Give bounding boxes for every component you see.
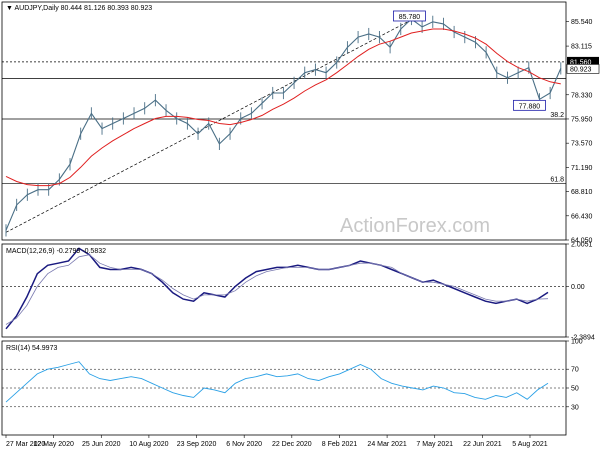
y-tick-label-price: 85.540	[571, 19, 593, 26]
x-tick-label: 5 Aug 2021	[512, 441, 548, 448]
x-tick-label: 7 May 2021	[416, 441, 453, 448]
panel-frame-macd	[1, 243, 567, 338]
y-tick-label-price: 73.570	[571, 141, 593, 148]
y-tick-label-price: 66.430	[571, 213, 593, 220]
x-tick-label: 23 Sep 2020	[177, 441, 217, 448]
price-header: ▼ AUDJPY,Daily 80.444 81.126 80.393 80.9…	[6, 5, 152, 12]
y-tick-label-macd: 0.00	[571, 284, 585, 291]
x-tick-label: 12 May 2020	[33, 441, 74, 448]
x-tick-label: 10 Aug 2020	[129, 441, 168, 448]
macd-signal-series	[5, 254, 549, 325]
watermark: ActionForex.com	[340, 215, 490, 237]
y-tick-label-price: 80.923	[570, 66, 592, 73]
trendline	[5, 19, 412, 233]
x-tick-label: 25 Jun 2020	[82, 441, 121, 448]
y-tick-label-price: 81.560	[570, 59, 592, 66]
y-tick-label-rsi: 70	[571, 367, 579, 374]
panel-frame-price	[1, 1, 567, 241]
y-tick-label-rsi: 30	[571, 404, 579, 411]
ema-series	[5, 28, 561, 187]
panel-frame-rsi	[1, 340, 567, 436]
x-tick-label: 22 Jun 2021	[463, 441, 502, 448]
y-tick-label-price: 68.810	[571, 189, 593, 196]
annotation-low: 77.880	[519, 103, 541, 110]
y-tick-label-price: 64.050	[571, 238, 593, 245]
macd-macd-series	[5, 247, 549, 330]
y-tick-label-rsi: 100	[571, 339, 583, 346]
x-tick-label: 8 Feb 2021	[322, 441, 358, 448]
y-tick-box	[567, 56, 599, 66]
x-tick-label: 22 Dec 2020	[272, 441, 312, 448]
macd-header: MACD(12,26,9) -0.2799 -0.5832	[6, 248, 106, 255]
x-tick-label: 27 Mar 2020	[6, 441, 45, 448]
fib-label-61: 61.8	[550, 177, 564, 184]
rsi-series	[5, 361, 549, 403]
y-tick-label-price: 83.115	[571, 44, 592, 51]
y-tick-label-price: 75.950	[571, 116, 593, 123]
y-tick-label-price: 78.330	[571, 92, 593, 99]
x-tick-label: 24 Mar 2021	[367, 441, 406, 448]
y-tick-label-rsi: 50	[571, 386, 579, 393]
y-tick-label-price: 71.190	[571, 165, 593, 172]
y-tick-box	[566, 64, 600, 74]
rsi-header: RSI(14) 54.9973	[6, 345, 57, 352]
annotation-box-high	[393, 10, 426, 22]
annotation-high: 85.780	[399, 14, 421, 21]
y-tick-label-macd: -2.3894	[571, 335, 595, 342]
x-tick-label: 6 Nov 2020	[226, 441, 262, 448]
fib-label-38: 38.2	[550, 112, 564, 119]
y-tick-label-macd: 2.0051	[571, 242, 593, 249]
annotation-box-low	[513, 99, 546, 111]
